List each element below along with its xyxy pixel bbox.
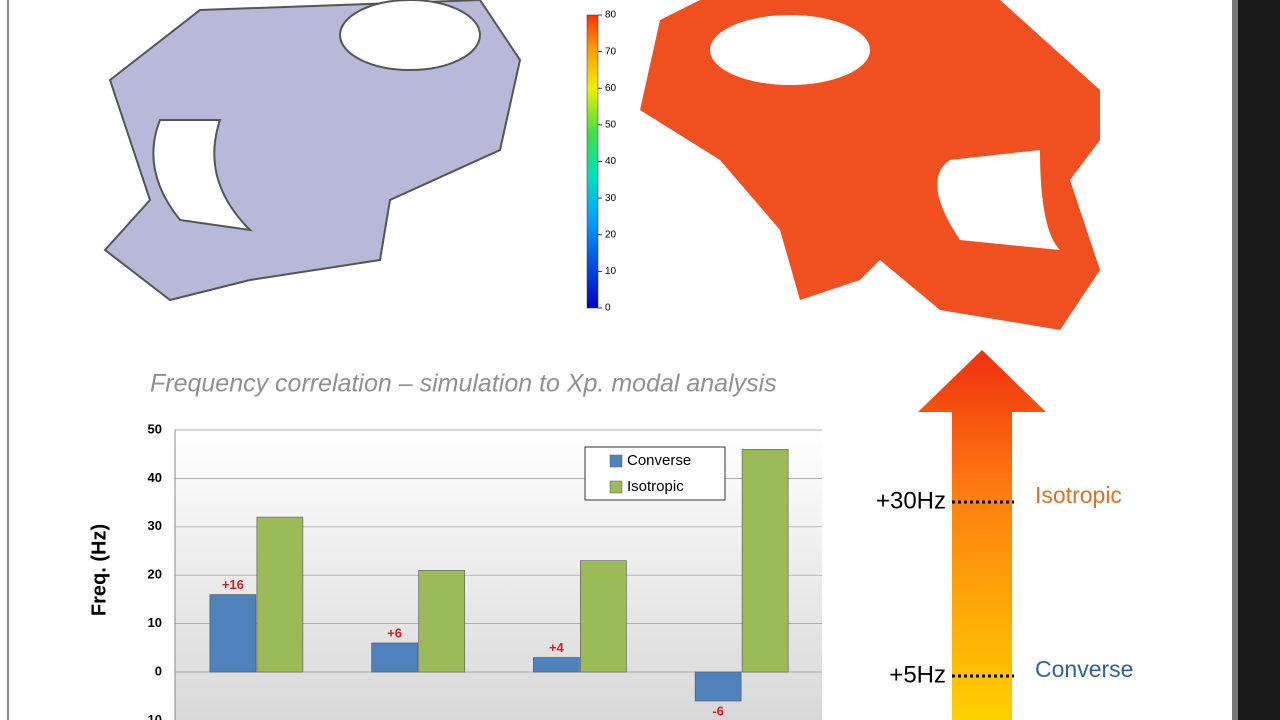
arrow-offset-label: +30Hz	[876, 487, 946, 514]
bar	[209, 594, 257, 673]
colorbar-tick-label: 20	[605, 229, 617, 240]
bar	[580, 560, 627, 673]
simulation-result-image	[640, 0, 1100, 330]
bar	[418, 570, 465, 673]
slide-border	[7, 0, 9, 720]
side-bar	[1235, 0, 1280, 720]
y-tick-label: 50	[148, 421, 162, 436]
annotation: +6	[387, 625, 402, 640]
arrow-name-label: Isotropic	[1035, 482, 1122, 508]
colorbar	[586, 14, 599, 309]
side-bar-edge	[1232, 0, 1238, 720]
colorbar-tick-label: 60	[605, 83, 617, 94]
legend-box	[584, 446, 726, 501]
y-tick-label: 10	[148, 615, 162, 630]
y-tick-label: 20	[148, 567, 162, 582]
annotation: +4	[549, 640, 565, 655]
arrow-offset-label: +5Hz	[889, 661, 946, 688]
colorbar-tick-label: 70	[605, 46, 617, 57]
legend-swatch	[609, 454, 623, 468]
legend-label: Converse	[627, 452, 691, 469]
colorbar-tick-label: 50	[605, 120, 617, 131]
legend-swatch	[609, 480, 623, 494]
bar	[694, 671, 742, 702]
annotation: -6	[712, 703, 724, 718]
bar	[533, 657, 580, 673]
bar	[256, 516, 304, 673]
colorbar-tick-label: 80	[605, 10, 617, 21]
colorbar-tick-label: 40	[605, 156, 617, 167]
y-tick-label: 30	[148, 518, 162, 533]
bar	[371, 642, 418, 673]
annotation: +16	[222, 577, 244, 592]
cad-model-image	[103, 0, 522, 302]
chart-title: Frequency correlation – simulation to Xp…	[150, 370, 777, 398]
y-axis-label: Freq. (Hz)	[88, 524, 110, 616]
y-tick-label: 0	[155, 663, 162, 678]
colorbar-tick-label: 30	[605, 193, 617, 204]
colorbar-tick-label: 10	[605, 266, 617, 277]
colorbar-tick-label: 0	[605, 303, 611, 314]
y-tick-label: -10	[143, 712, 162, 720]
legend-label: Isotropic	[627, 478, 684, 495]
arrow-name-label: Converse	[1035, 656, 1133, 682]
bar	[741, 449, 789, 673]
y-tick-label: 40	[148, 470, 162, 485]
arrow	[918, 350, 1046, 720]
